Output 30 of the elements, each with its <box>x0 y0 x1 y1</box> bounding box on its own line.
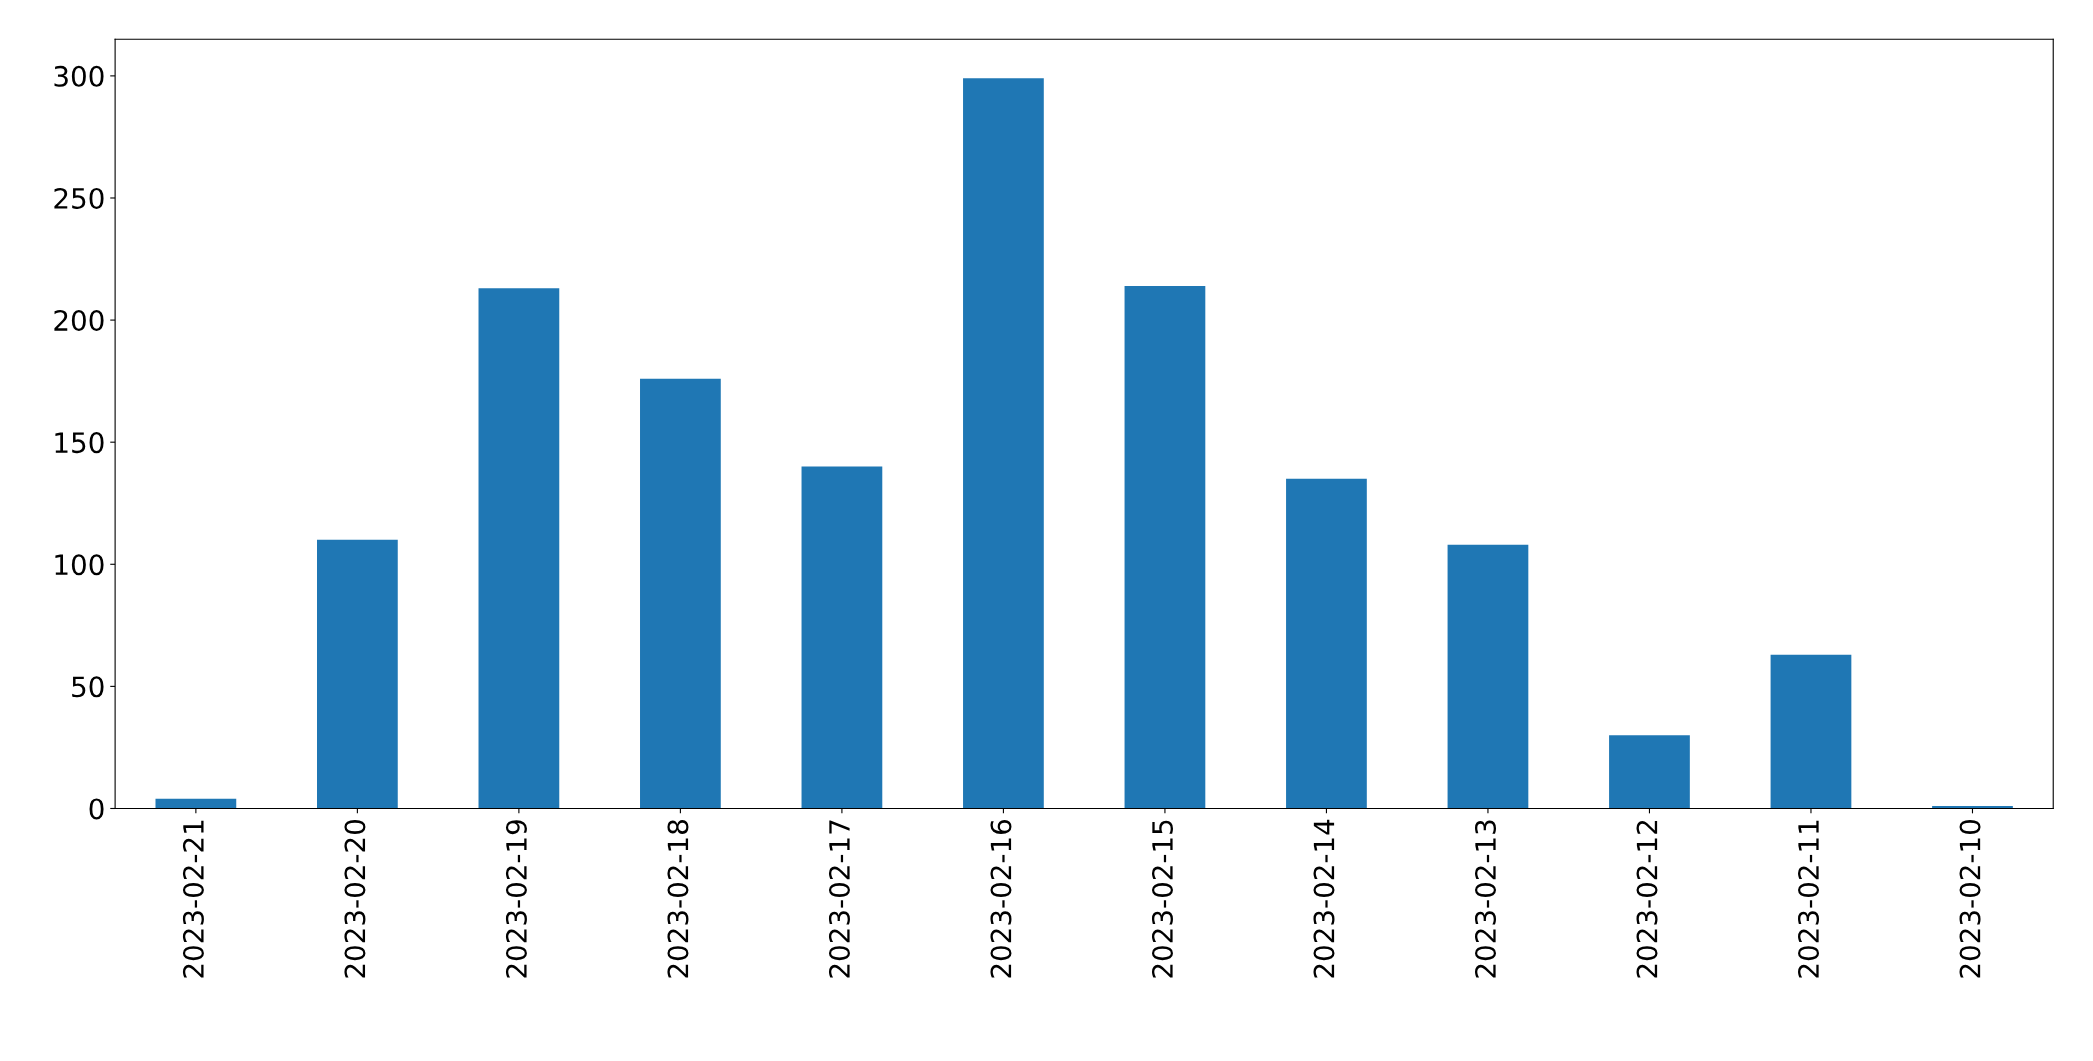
x-tick-label: 2023-02-16 <box>990 819 1012 978</box>
x-tick-label: 2023-02-13 <box>1475 820 1497 978</box>
bar <box>155 798 237 809</box>
bar <box>1447 544 1529 809</box>
y-tick-label: 0 <box>89 798 104 820</box>
y-tick-label: 300 <box>54 65 104 87</box>
bar <box>1770 654 1852 809</box>
x-tick-label: 2023-02-10 <box>1959 820 1981 978</box>
x-tick-label: 2023-02-12 <box>1636 820 1658 978</box>
bar <box>1609 735 1690 809</box>
x-tick-label: 2023-02-15 <box>1151 820 1173 978</box>
y-tick-label: 250 <box>54 187 104 209</box>
x-tick-label: 2023-02-17 <box>828 820 850 978</box>
x-tick-label: 2023-02-18 <box>667 820 689 978</box>
x-tick-label: 2023-02-14 <box>1313 819 1335 978</box>
bar <box>1124 285 1206 809</box>
bar <box>640 378 721 809</box>
bar <box>963 78 1044 809</box>
bar <box>317 539 398 809</box>
x-tick-label: 2023-02-20 <box>344 820 366 978</box>
y-tick-label: 200 <box>54 310 104 332</box>
x-tick-label: 2023-02-21 <box>182 820 204 978</box>
bar <box>478 288 560 809</box>
bar <box>801 466 883 809</box>
y-tick-label: 150 <box>55 432 104 454</box>
y-tick-label: 100 <box>55 554 104 576</box>
y-tick-label: 50 <box>72 676 104 698</box>
bar <box>1286 478 1367 809</box>
x-tick-label: 2023-02-19 <box>505 820 527 978</box>
x-tick-label: 2023-02-11 <box>1798 820 1820 978</box>
